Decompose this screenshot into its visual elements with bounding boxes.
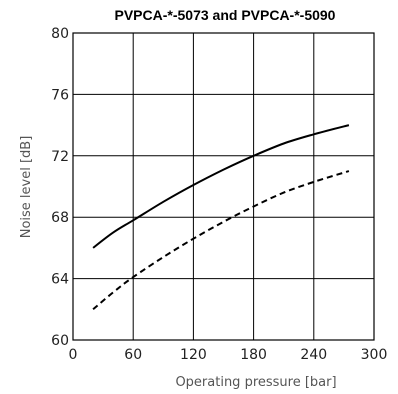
series-2-dashed-line bbox=[92, 170, 350, 311]
x-tick-label: 60 bbox=[124, 347, 142, 363]
chart-title: PVPCA-*-5073 and PVPCA-*-5090 bbox=[115, 7, 336, 23]
grid-lines bbox=[73, 33, 374, 340]
x-tick-label: 120 bbox=[180, 347, 207, 363]
x-tick-label: 180 bbox=[240, 347, 267, 363]
x-tick-label: 0 bbox=[69, 347, 78, 363]
y-tick-label: 68 bbox=[51, 210, 69, 226]
series-1-solid-line bbox=[92, 124, 350, 249]
y-tick-label: 76 bbox=[51, 87, 69, 103]
series-layer bbox=[92, 124, 350, 311]
y-axis-label: Noise level [dB] bbox=[19, 136, 34, 239]
x-axis-label: Operating pressure [bar] bbox=[175, 375, 336, 390]
y-tick-label: 60 bbox=[51, 333, 69, 349]
x-tick-label: 240 bbox=[300, 347, 327, 363]
y-tick-label: 72 bbox=[51, 149, 69, 165]
x-tick-label: 300 bbox=[361, 347, 388, 363]
y-tick-label: 64 bbox=[51, 272, 69, 288]
plot-frame bbox=[72, 32, 375, 341]
y-tick-label: 80 bbox=[51, 26, 69, 42]
